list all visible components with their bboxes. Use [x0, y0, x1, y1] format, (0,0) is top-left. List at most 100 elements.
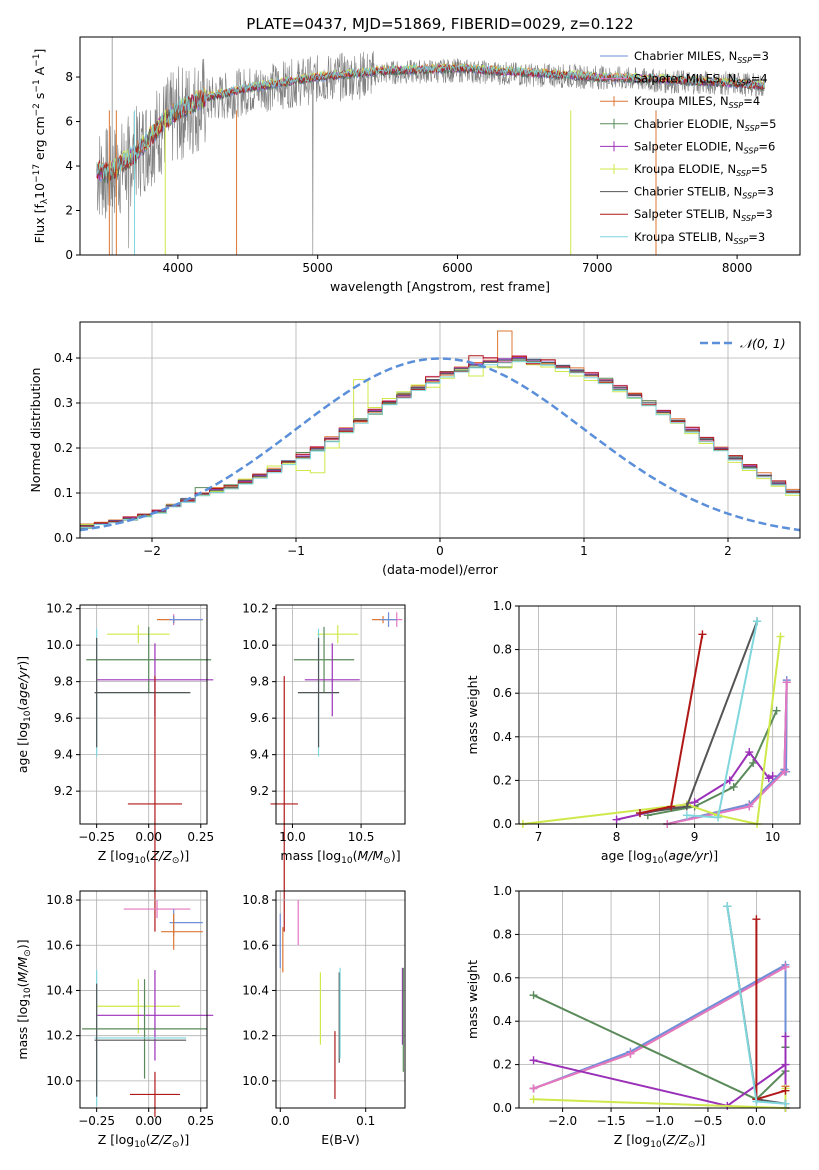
- weight-marker: [781, 962, 790, 971]
- x-tick-label: 1: [580, 544, 588, 558]
- x-tick-label: −1.5: [596, 1114, 625, 1128]
- weight-marker: [772, 706, 781, 715]
- weight-marker: [690, 798, 699, 807]
- y-axis-label: Normed distribution: [28, 368, 43, 493]
- x-tick-label: 9: [691, 830, 699, 844]
- observed-spectrum-line: [96, 51, 766, 256]
- histogram-salpeter-stelib: [80, 355, 800, 527]
- y-tick-label: 0.2: [493, 1058, 512, 1072]
- y-tick-label: 1.0: [493, 884, 512, 898]
- weight-marker: [667, 802, 676, 811]
- y-tick-label: 10.8: [242, 893, 269, 907]
- y-tick-label: 10.2: [46, 1029, 73, 1043]
- legend-label: Chabrier MILES, NSSP=3: [634, 49, 769, 65]
- weight-marker: [612, 815, 621, 824]
- y-tick-label: 8: [65, 70, 73, 84]
- y-tick-label: 6: [65, 115, 73, 129]
- weight-vs-age-panel: 7 8 9 10 0.0 0.2 0.4 0.6 0.8 1.0 age [log10(age/yr…: [465, 599, 801, 866]
- weight-marker: [714, 813, 723, 822]
- y-tick-label: 10.2: [242, 602, 269, 616]
- x-tick-label: 0.25: [187, 830, 214, 844]
- y-tick-label: 0.0: [493, 1101, 512, 1115]
- weight-marker: [752, 915, 761, 924]
- x-tick-label: 0.0: [747, 1114, 766, 1128]
- x-tick-label: 0.00: [135, 1114, 162, 1128]
- y-tick-label: 0.4: [54, 351, 73, 365]
- x-tick-label: 0.1: [356, 1114, 375, 1128]
- age-vs-metallicity-panel: −0.25 0.00 0.25 9.2 9.4 9.6 9.8 10.0 10.2 Z [log1…: [15, 602, 214, 932]
- weight-line-salpeter-miles: [667, 682, 788, 825]
- weight-line-salpeter-stelib: [755, 919, 786, 1101]
- y-tick-label: 0.4: [493, 1014, 512, 1028]
- weight-marker: [626, 1049, 635, 1058]
- y-tick-label: 0.8: [493, 643, 512, 657]
- y-tick-label: 9.4: [250, 748, 269, 762]
- y-tick-label: 0.2: [54, 441, 73, 455]
- y-tick-label: 9.6: [54, 711, 73, 725]
- y-tick-label: 10.4: [46, 983, 73, 997]
- x-axis-label: mass [log10(M/M⊙)]: [280, 848, 400, 866]
- weight-marker: [745, 802, 754, 811]
- x-axis-label: (data-model)/error: [382, 562, 499, 577]
- x-axis-label: Z [log10(Z/Z⊙)]: [98, 1132, 189, 1150]
- y-tick-label: 0.1: [54, 486, 73, 500]
- y-tick-label: 2: [65, 204, 73, 218]
- legend-label: Salpeter STELIB, NSSP=3: [634, 207, 773, 223]
- x-tick-label: 6000: [442, 261, 473, 275]
- weight-marker: [529, 1056, 538, 1065]
- age-vs-mass-panel: 10.0 10.5 9.2 9.4 9.6 9.8 10.0 10.2 mass [log10(…: [242, 602, 406, 932]
- weight-marker: [529, 1095, 538, 1104]
- weight-line-salpeter-stelib: [639, 634, 704, 815]
- x-tick-label: −0.25: [78, 830, 115, 844]
- normal-distribution-curve: [79, 357, 801, 532]
- weight-marker: [768, 772, 777, 781]
- x-tick-label: 4000: [163, 261, 194, 275]
- y-tick-label: 0.4: [493, 730, 512, 744]
- weight-marker: [682, 802, 691, 811]
- y-tick-label: 10.6: [46, 938, 73, 952]
- y-tick-label: 9.4: [54, 748, 73, 762]
- y-axis-label: age [log10(age/yr)]: [15, 656, 33, 773]
- x-axis-label: Z [log10(Z/Z⊙)]: [614, 1132, 705, 1150]
- y-tick-label: 0: [65, 248, 73, 262]
- weight-marker: [781, 1032, 790, 1041]
- spectrum-panel: 4000 5000 6000 7000 8000 0 2 4 6 8 wavelength [Ang…: [32, 36, 801, 294]
- x-tick-label: 8000: [722, 261, 753, 275]
- mass-vs-metallicity-panel: −0.25 0.00 0.25 10.0 10.2 10.4 10.6 10.8 Z [log1…: [15, 890, 214, 1150]
- y-tick-label: 10.0: [46, 1074, 73, 1088]
- weight-marker: [682, 811, 691, 820]
- y-axis-label: mass [log10(M/M⊙)]: [15, 939, 33, 1059]
- weight-marker: [782, 678, 791, 687]
- weight-marker: [781, 1086, 790, 1095]
- weight-vs-metallicity-panel: −2.0 −1.5 −1.0 −0.5 0.0 0.0 0.2 0.4 0.6 0.8 1.0 Z […: [465, 884, 801, 1150]
- legend-label: Chabrier ELODIE, NSSP=5: [634, 117, 776, 133]
- y-tick-label: 10.8: [46, 893, 73, 907]
- y-tick-label: 9.8: [54, 675, 73, 689]
- x-tick-label: 10: [765, 830, 780, 844]
- y-tick-label: 9.6: [250, 711, 269, 725]
- y-axis-label: mass weight: [465, 675, 480, 754]
- x-tick-label: 8: [613, 830, 621, 844]
- weight-marker: [749, 758, 758, 767]
- x-tick-label: −2: [143, 544, 161, 558]
- axes-frame: [275, 890, 406, 1109]
- y-tick-label: 1.0: [493, 599, 512, 613]
- weight-marker: [635, 809, 644, 818]
- model-spectrum-kroupa-stelib: [96, 62, 765, 179]
- axes-frame: [518, 605, 801, 825]
- x-tick-label: 10.5: [348, 830, 375, 844]
- legend-label: Salpeter ELODIE, NSSP=6: [634, 139, 775, 155]
- histogram-kroupa-stelib: [80, 361, 800, 528]
- x-tick-label: −1.0: [645, 1114, 674, 1128]
- y-tick-label: 0.6: [493, 971, 512, 985]
- weight-marker: [725, 776, 734, 785]
- x-tick-label: 7000: [582, 261, 613, 275]
- x-tick-label: 5000: [302, 261, 333, 275]
- axes-frame: [79, 36, 801, 256]
- weight-marker: [776, 632, 785, 641]
- legend-label: Chabrier STELIB, NSSP=3: [634, 185, 774, 201]
- weight-marker: [698, 630, 707, 639]
- x-axis-label: Z [log10(Z/Z⊙)]: [98, 848, 189, 866]
- weight-marker: [781, 1099, 790, 1108]
